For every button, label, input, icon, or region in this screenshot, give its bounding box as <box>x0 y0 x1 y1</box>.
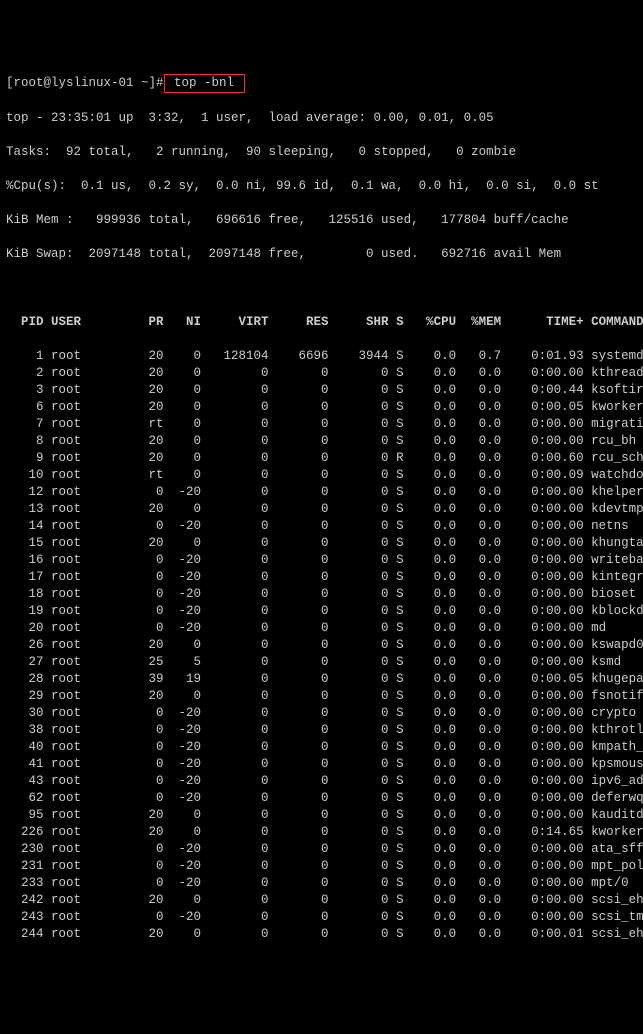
process-row: 26 root 20 0 0 0 0 S 0.0 0.0 0:00.00 ksw… <box>6 637 637 654</box>
blank-line <box>6 280 637 297</box>
process-row: 7 root rt 0 0 0 0 S 0.0 0.0 0:00.00 migr… <box>6 416 637 433</box>
process-row: 40 root 0 -20 0 0 0 S 0.0 0.0 0:00.00 km… <box>6 739 637 756</box>
process-row: 38 root 0 -20 0 0 0 S 0.0 0.0 0:00.00 kt… <box>6 722 637 739</box>
summary-cpu: %Cpu(s): 0.1 us, 0.2 sy, 0.0 ni, 99.6 id… <box>6 178 637 195</box>
process-list: 1 root 20 0 128104 6696 3944 S 0.0 0.7 0… <box>6 348 637 943</box>
process-row: 30 root 0 -20 0 0 0 S 0.0 0.0 0:00.00 cr… <box>6 705 637 722</box>
process-row: 28 root 39 19 0 0 0 S 0.0 0.0 0:00.05 kh… <box>6 671 637 688</box>
process-row: 15 root 20 0 0 0 0 S 0.0 0.0 0:00.00 khu… <box>6 535 637 552</box>
process-row: 230 root 0 -20 0 0 0 S 0.0 0.0 0:00.00 a… <box>6 841 637 858</box>
process-row: 41 root 0 -20 0 0 0 S 0.0 0.0 0:00.00 kp… <box>6 756 637 773</box>
process-row: 226 root 20 0 0 0 0 S 0.0 0.0 0:14.65 kw… <box>6 824 637 841</box>
process-row: 43 root 0 -20 0 0 0 S 0.0 0.0 0:00.00 ip… <box>6 773 637 790</box>
process-row: 14 root 0 -20 0 0 0 S 0.0 0.0 0:00.00 ne… <box>6 518 637 535</box>
process-row: 3 root 20 0 0 0 0 S 0.0 0.0 0:00.44 ksof… <box>6 382 637 399</box>
process-row: 242 root 20 0 0 0 0 S 0.0 0.0 0:00.00 sc… <box>6 892 637 909</box>
process-row: 95 root 20 0 0 0 0 S 0.0 0.0 0:00.00 kau… <box>6 807 637 824</box>
process-row: 231 root 0 -20 0 0 0 S 0.0 0.0 0:00.00 m… <box>6 858 637 875</box>
summary-swap: KiB Swap: 2097148 total, 2097148 free, 0… <box>6 246 637 263</box>
process-row: 9 root 20 0 0 0 0 R 0.0 0.0 0:00.60 rcu_… <box>6 450 637 467</box>
process-row: 8 root 20 0 0 0 0 S 0.0 0.0 0:00.00 rcu_… <box>6 433 637 450</box>
process-row: 13 root 20 0 0 0 0 S 0.0 0.0 0:00.00 kde… <box>6 501 637 518</box>
summary-tasks: Tasks: 92 total, 2 running, 90 sleeping,… <box>6 144 637 161</box>
process-row: 244 root 20 0 0 0 0 S 0.0 0.0 0:00.01 sc… <box>6 926 637 943</box>
summary-uptime: top - 23:35:01 up 3:32, 1 user, load ave… <box>6 110 637 127</box>
process-row: 1 root 20 0 128104 6696 3944 S 0.0 0.7 0… <box>6 348 637 365</box>
process-row: 62 root 0 -20 0 0 0 S 0.0 0.0 0:00.00 de… <box>6 790 637 807</box>
process-row: 233 root 0 -20 0 0 0 S 0.0 0.0 0:00.00 m… <box>6 875 637 892</box>
prompt-line: [root@lyslinux-01 ~]# top -bnl <box>6 74 637 93</box>
column-header-row: PID USER PR NI VIRT RES SHR S %CPU %MEM … <box>6 314 637 331</box>
process-row: 19 root 0 -20 0 0 0 S 0.0 0.0 0:00.00 kb… <box>6 603 637 620</box>
process-row: 17 root 0 -20 0 0 0 S 0.0 0.0 0:00.00 ki… <box>6 569 637 586</box>
process-row: 29 root 20 0 0 0 0 S 0.0 0.0 0:00.00 fsn… <box>6 688 637 705</box>
process-row: 18 root 0 -20 0 0 0 S 0.0 0.0 0:00.00 bi… <box>6 586 637 603</box>
shell-prompt: [root@lyslinux-01 ~]# <box>6 75 164 92</box>
process-row: 243 root 0 -20 0 0 0 S 0.0 0.0 0:00.00 s… <box>6 909 637 926</box>
summary-mem: KiB Mem : 999936 total, 696616 free, 125… <box>6 212 637 229</box>
command-highlight: top -bnl <box>164 74 245 93</box>
process-row: 16 root 0 -20 0 0 0 S 0.0 0.0 0:00.00 wr… <box>6 552 637 569</box>
process-row: 10 root rt 0 0 0 0 S 0.0 0.0 0:00.09 wat… <box>6 467 637 484</box>
process-row: 6 root 20 0 0 0 0 S 0.0 0.0 0:00.05 kwor… <box>6 399 637 416</box>
process-row: 27 root 25 5 0 0 0 S 0.0 0.0 0:00.00 ksm… <box>6 654 637 671</box>
process-row: 20 root 0 -20 0 0 0 S 0.0 0.0 0:00.00 md <box>6 620 637 637</box>
process-row: 2 root 20 0 0 0 0 S 0.0 0.0 0:00.00 kthr… <box>6 365 637 382</box>
process-row: 12 root 0 -20 0 0 0 S 0.0 0.0 0:00.00 kh… <box>6 484 637 501</box>
